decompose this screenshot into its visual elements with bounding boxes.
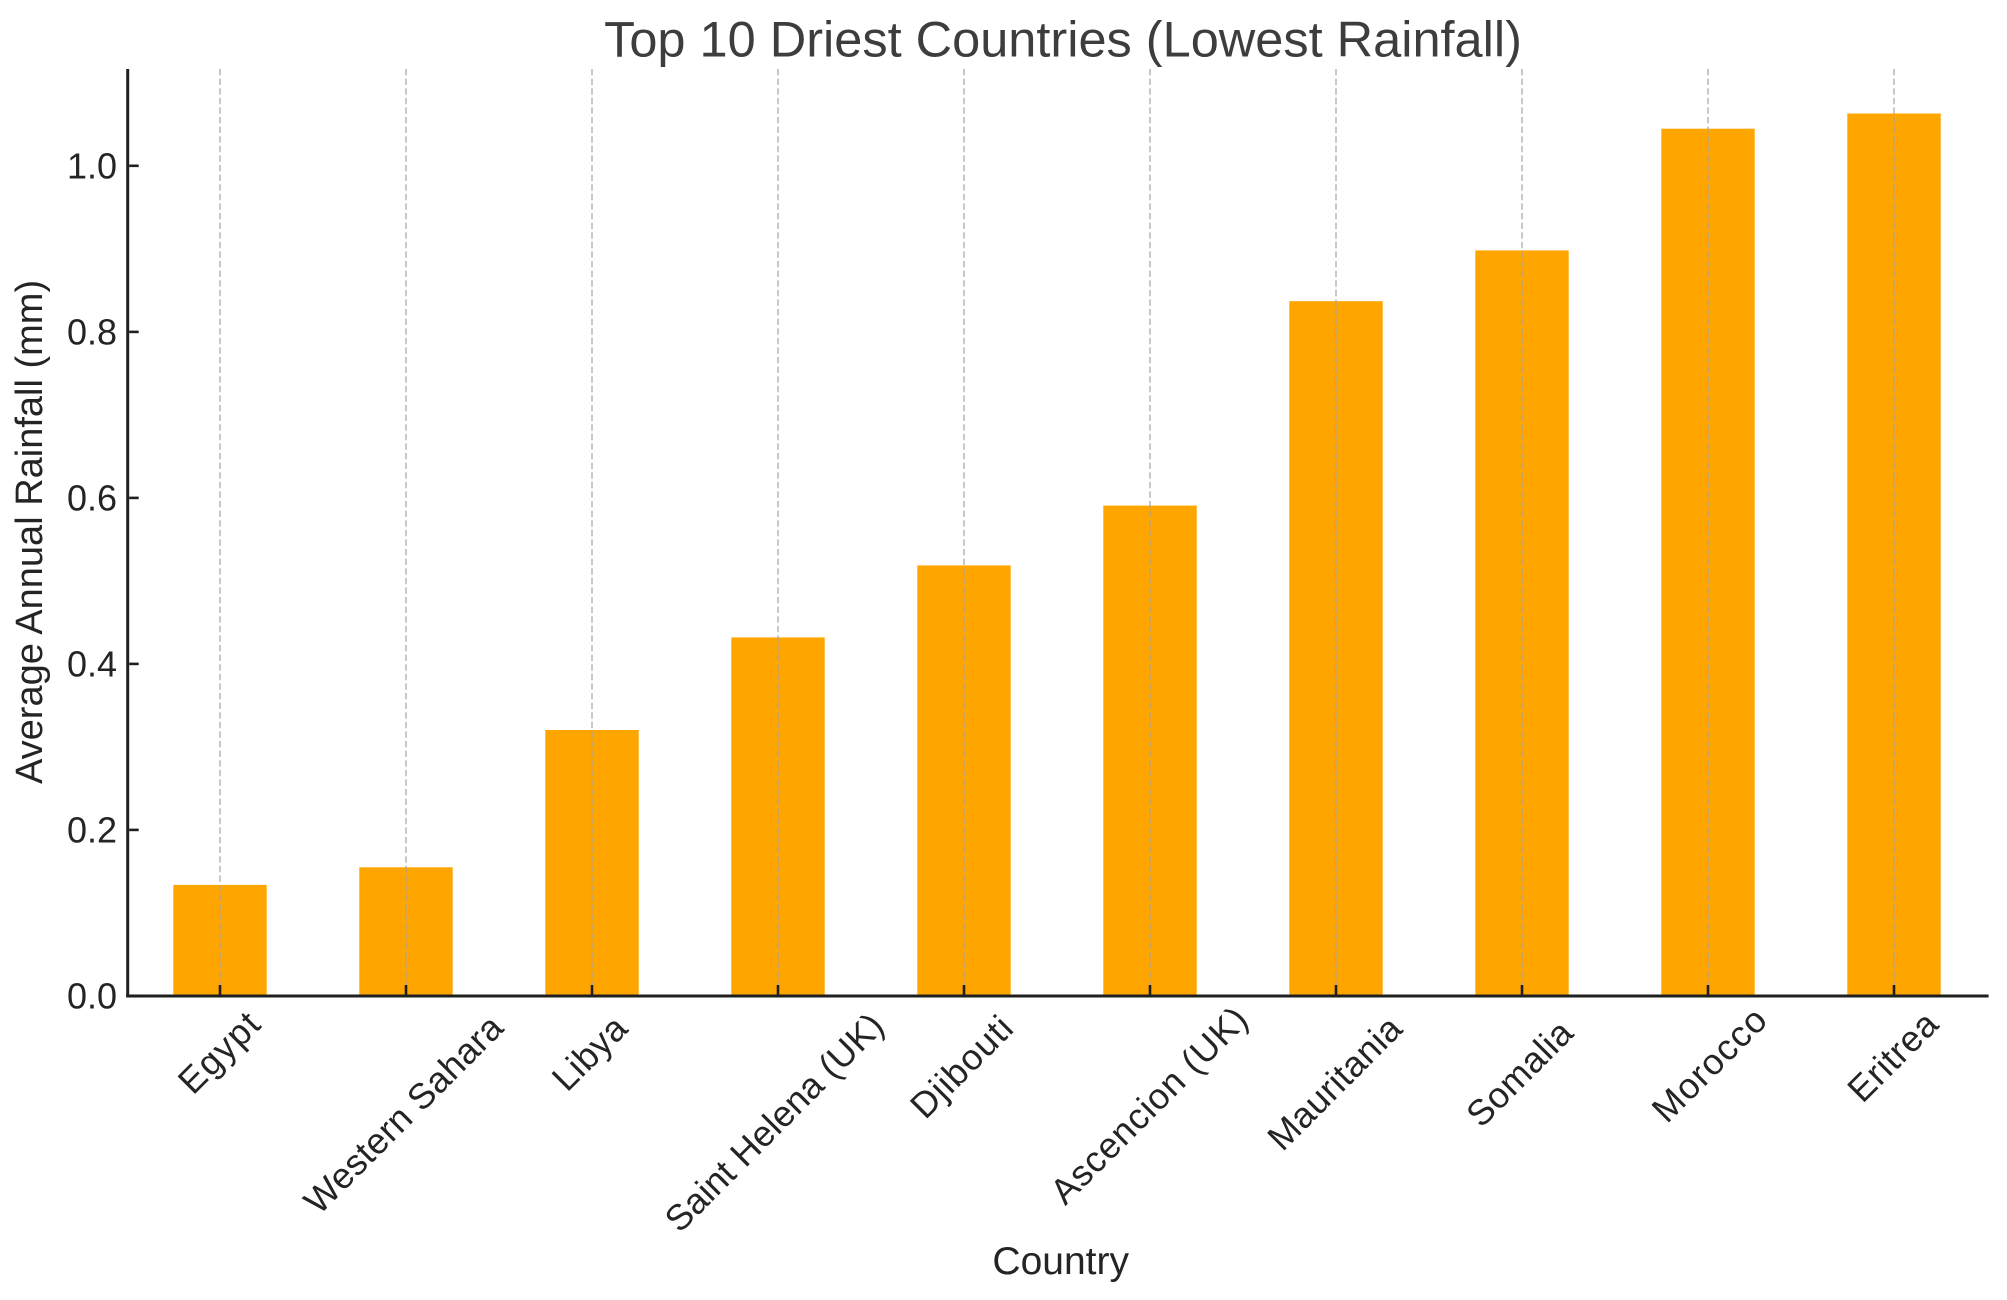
svg-text:Top 10 Driest Countries (Lowes: Top 10 Driest Countries (Lowest Rainfall… — [604, 11, 1522, 68]
svg-text:Country: Country — [992, 1240, 1129, 1283]
svg-text:0.2: 0.2 — [67, 810, 117, 851]
svg-text:0.0: 0.0 — [67, 976, 117, 1017]
svg-text:0.8: 0.8 — [67, 312, 117, 353]
svg-text:0.6: 0.6 — [67, 478, 117, 519]
svg-text:0.4: 0.4 — [67, 644, 117, 685]
svg-text:1.0: 1.0 — [67, 145, 117, 186]
svg-text:Average Annual Rainfall (mm): Average Annual Rainfall (mm) — [9, 280, 51, 784]
